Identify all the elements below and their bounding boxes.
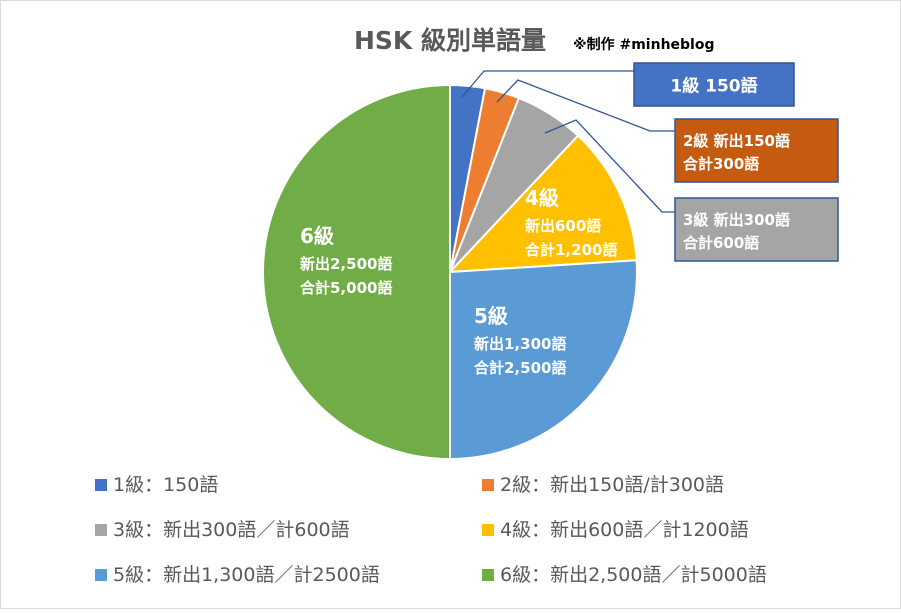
legend-swatch-2 — [482, 479, 494, 491]
pie-slice-4 — [447, 134, 638, 274]
legend-swatch-3 — [95, 524, 107, 536]
callout-box-1 — [633, 62, 795, 107]
legend-swatch-5 — [95, 569, 107, 581]
leader-line-1 — [461, 70, 634, 98]
data-label-6-line-3: 合計5,000語 — [299, 279, 392, 297]
pie-slices — [262, 83, 638, 461]
data-label-5-line-2: 新出1,300語 — [474, 335, 566, 353]
legend-entry-6: 6級：新出2,500語／計5000語 — [500, 564, 767, 586]
data-label-2-line-1: 2級 新出150語 — [683, 132, 790, 150]
chart-title: HSK 級別単語量 — [354, 26, 546, 55]
data-label-5-line-3: 合計2,500語 — [473, 359, 566, 377]
legend-swatch-6 — [482, 569, 494, 581]
callout-leader-lines — [461, 70, 675, 213]
leader-line-2 — [496, 79, 675, 132]
legend: 1級：150語 2級：新出150語/計300語 3級：新出300語／計600語 4級：… — [95, 474, 767, 586]
data-label-5-line-1: 5級 — [474, 304, 508, 328]
data-label-3-line-1: 3級 新出300語 — [683, 211, 790, 229]
chart-subtitle: ※制作 #minheblog — [573, 36, 715, 53]
legend-entry-5: 5級：新出1,300語／計2500語 — [113, 564, 380, 586]
legend-entry-3: 3級：新出300語／計600語 — [113, 519, 350, 541]
legend-swatch-4 — [482, 524, 494, 536]
data-label-3-line-2: 合計600語 — [682, 234, 759, 252]
data-label-4-line-3: 合計1,200語 — [524, 241, 617, 259]
callout-box-2 — [674, 118, 839, 183]
legend-swatch-1 — [95, 479, 107, 491]
pie-slice-5 — [449, 259, 638, 461]
leader-line-3 — [544, 119, 675, 213]
legend-entry-4: 4級：新出600語／計1200語 — [500, 519, 749, 541]
legend-entry-2: 2級：新出150語/計300語 — [500, 474, 724, 496]
legend-entry-1: 1級：150語 — [113, 474, 218, 496]
data-label-6-line-2: 新出2,500語 — [300, 255, 392, 273]
pie-slice-6 — [262, 83, 451, 461]
data-label-2-line-2: 合計300語 — [682, 155, 759, 173]
data-label-1-line-1: 1級 150語 — [670, 76, 757, 97]
data-label-4-line-2: 新出600語 — [525, 217, 601, 235]
data-label-4-line-1: 4級 — [525, 186, 559, 210]
data-label-6-line-1: 6級 — [300, 224, 334, 248]
callout-box-3 — [674, 197, 839, 262]
